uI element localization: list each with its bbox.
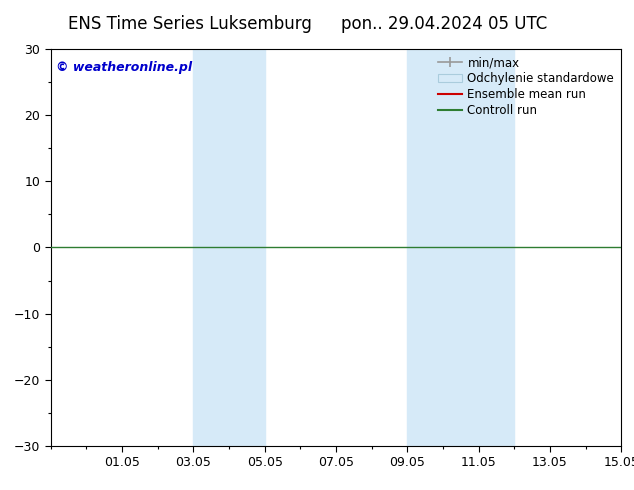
Text: ENS Time Series Luksemburg: ENS Time Series Luksemburg [68, 15, 312, 33]
Text: pon.. 29.04.2024 05 UTC: pon.. 29.04.2024 05 UTC [340, 15, 547, 33]
Text: © weatheronline.pl: © weatheronline.pl [56, 61, 193, 74]
Legend: min/max, Odchylenie standardowe, Ensemble mean run, Controll run: min/max, Odchylenie standardowe, Ensembl… [433, 51, 619, 122]
Bar [193, 49, 264, 446]
Bar [407, 49, 514, 446]
